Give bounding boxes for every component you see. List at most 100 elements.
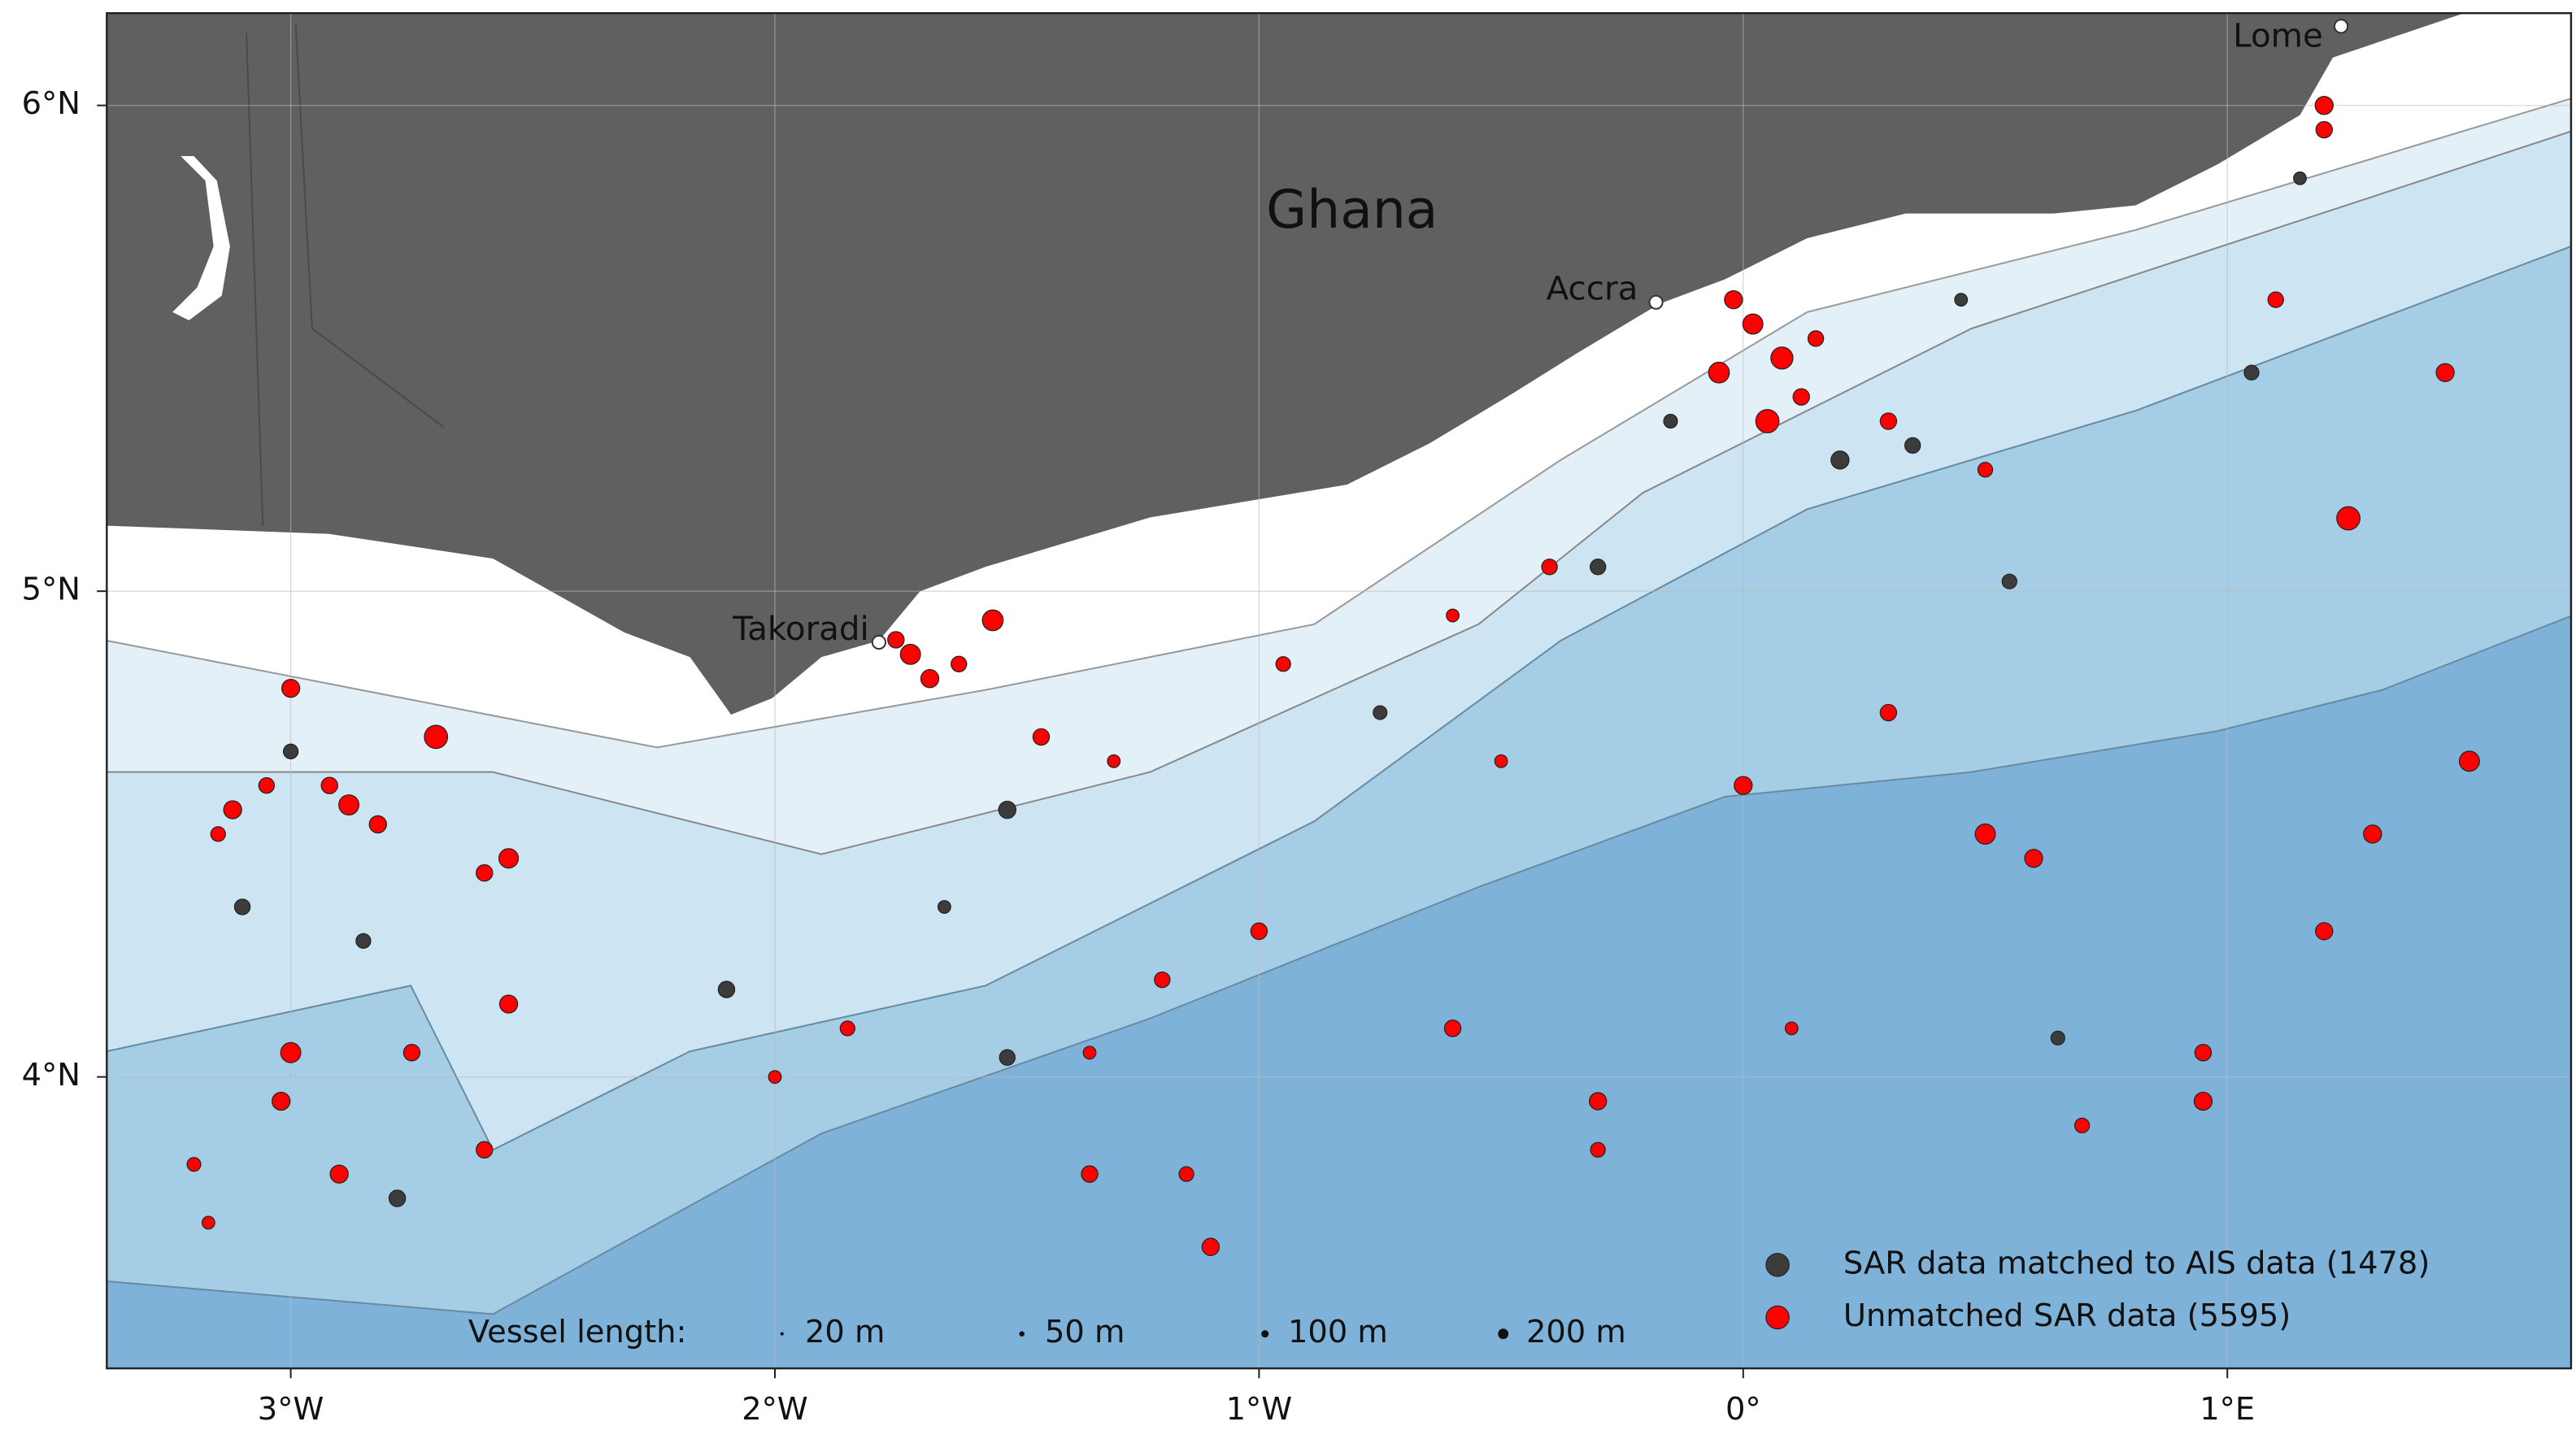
vessel-point bbox=[1081, 1165, 1099, 1183]
vessel-point bbox=[2363, 824, 2382, 844]
vessel-point bbox=[1373, 705, 1388, 720]
vessel-point bbox=[1082, 1046, 1097, 1060]
size-legend-label: 50 m bbox=[1045, 1314, 1125, 1350]
x-tick-label: 3°W bbox=[258, 1391, 324, 1428]
vessel-point bbox=[2050, 1030, 2065, 1046]
vessel-point bbox=[1974, 823, 1996, 845]
vessel-point bbox=[498, 994, 519, 1014]
vessel-point bbox=[2435, 363, 2455, 382]
vessel-point bbox=[2314, 96, 2334, 115]
vessel-point bbox=[1494, 754, 1508, 768]
border bbox=[246, 24, 445, 526]
vessel-point bbox=[476, 1141, 494, 1159]
size-legend-marker bbox=[1261, 1330, 1269, 1338]
vessel-point bbox=[2315, 120, 2333, 139]
vessel-point bbox=[2024, 849, 2043, 868]
vessel-point bbox=[402, 1044, 421, 1062]
vessel-point bbox=[2336, 506, 2361, 531]
vessel-point bbox=[223, 800, 242, 819]
vessel-point bbox=[1879, 412, 1898, 430]
vessel-point bbox=[1201, 1237, 1221, 1256]
grid bbox=[107, 13, 2571, 1369]
size-legend-marker bbox=[1498, 1328, 1509, 1340]
vessel-point bbox=[2001, 573, 2017, 589]
frame bbox=[106, 11, 2573, 1370]
vessel-point bbox=[355, 933, 372, 949]
vessel-point bbox=[1724, 290, 1743, 310]
vessel-point bbox=[2193, 1091, 2213, 1111]
vessel-point bbox=[1742, 313, 1764, 335]
vessel-point bbox=[839, 1020, 855, 1037]
vessel-point bbox=[920, 669, 940, 689]
vessel-point bbox=[2315, 922, 2334, 941]
city-label: Lome bbox=[2233, 15, 2323, 54]
legend-label: SAR data matched to AIS data (1478) bbox=[1843, 1245, 2430, 1281]
lake bbox=[172, 155, 230, 321]
country-label: Ghana bbox=[1266, 180, 1438, 241]
vessel-point bbox=[2458, 750, 2480, 772]
size-legend-title: Vessel length: bbox=[468, 1314, 687, 1350]
vessel-point bbox=[717, 980, 736, 998]
vessel-point bbox=[1107, 754, 1121, 768]
vessel-point bbox=[1446, 608, 1460, 623]
vessel-point bbox=[2194, 1044, 2213, 1062]
vessel-point bbox=[1589, 559, 1607, 576]
y-tick-label: 6°N bbox=[22, 85, 80, 122]
legend-marker bbox=[1765, 1253, 1790, 1277]
vessel-point bbox=[768, 1070, 782, 1085]
y-tick-label: 4°N bbox=[22, 1057, 80, 1093]
vessel-point bbox=[1977, 462, 1994, 478]
vessel-point bbox=[258, 776, 275, 794]
city-dot bbox=[1648, 294, 1664, 310]
vessel-point bbox=[282, 743, 299, 759]
vessel-point bbox=[368, 815, 387, 834]
vessel-point bbox=[329, 1164, 349, 1184]
x-tick-label: 1°E bbox=[2200, 1391, 2255, 1428]
size-legend-marker bbox=[1019, 1331, 1025, 1337]
vessel-point bbox=[1275, 656, 1291, 672]
legend: SAR data matched to AIS data (1478) Unmat… bbox=[780, 1245, 2430, 1350]
city-dot bbox=[871, 634, 887, 650]
vessel-point bbox=[210, 826, 226, 842]
vessel-point bbox=[338, 794, 360, 816]
legend-marker bbox=[1765, 1305, 1790, 1330]
vessel-point bbox=[280, 1041, 302, 1063]
points bbox=[186, 96, 2480, 1256]
x-tick-label: 2°W bbox=[742, 1391, 808, 1428]
vessel-point bbox=[1708, 361, 1730, 384]
vessel-point bbox=[1792, 388, 1810, 406]
city-label: Accra bbox=[1547, 269, 1638, 308]
land bbox=[107, 13, 2465, 715]
vessel-point bbox=[498, 848, 520, 869]
vessel-point bbox=[201, 1215, 215, 1230]
vessel-point bbox=[1879, 703, 1898, 722]
vessel-point bbox=[2267, 291, 2284, 308]
vessel-point bbox=[476, 863, 494, 882]
vessel-point bbox=[899, 643, 921, 665]
vessel-point bbox=[2243, 364, 2260, 380]
vessel-point bbox=[1807, 330, 1825, 347]
size-legend-marker bbox=[780, 1332, 784, 1336]
vessel-point bbox=[281, 678, 301, 698]
vessel-point bbox=[388, 1189, 407, 1207]
vessel-point bbox=[998, 800, 1016, 819]
x-tick-label: 0° bbox=[1725, 1391, 1761, 1428]
vessel-point bbox=[272, 1091, 291, 1111]
vessel-point bbox=[1755, 409, 1780, 433]
vessel-point bbox=[233, 898, 251, 915]
vessel-point bbox=[1588, 1092, 1608, 1111]
vessel-point bbox=[1830, 450, 1850, 470]
legend-label: Unmatched SAR data (5595) bbox=[1843, 1298, 2291, 1334]
vessel-point bbox=[1904, 437, 1921, 454]
vessel-point bbox=[320, 776, 338, 794]
vessel-point bbox=[2293, 171, 2307, 185]
size-legend-label: 100 m bbox=[1288, 1314, 1388, 1350]
vessel-point bbox=[1770, 346, 1794, 370]
vessel-point bbox=[2073, 1117, 2091, 1134]
city-label: Takoradi bbox=[732, 609, 869, 648]
vessel-point bbox=[186, 1157, 202, 1172]
vessel-point bbox=[1734, 776, 1753, 795]
vessel-point bbox=[1178, 1166, 1194, 1182]
city-dot bbox=[2333, 19, 2349, 34]
vessel-point bbox=[1784, 1021, 1799, 1036]
